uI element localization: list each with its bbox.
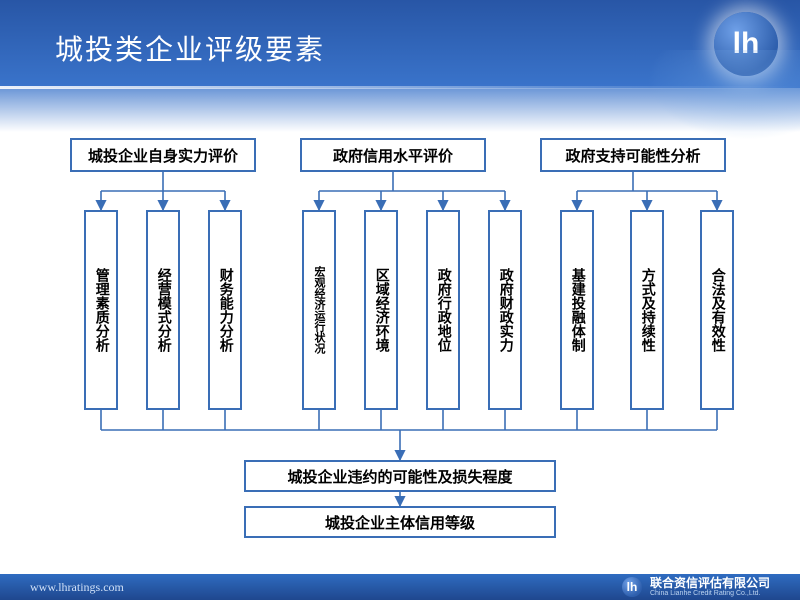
title-bar: 城投类企业评级要素 lh	[0, 0, 800, 88]
header-h3: 政府支持可能性分析	[540, 138, 726, 172]
result-2: 城投企业主体信用等级	[244, 506, 556, 538]
leaf-l7: 政府财政实力	[488, 210, 522, 410]
leaf-l2: 经营模式分析	[146, 210, 180, 410]
footer: www.lhratings.com lh 联合资信评估有限公司 China Li…	[0, 574, 800, 600]
leaf-l6: 政府行政地位	[426, 210, 460, 410]
header-h2: 政府信用水平评价	[300, 138, 486, 172]
footer-org-cn: 联合资信评估有限公司	[650, 577, 770, 590]
result-1: 城投企业违约的可能性及损失程度	[244, 460, 556, 492]
leaf-l9: 方式及持续性	[630, 210, 664, 410]
footer-logo: lh 联合资信评估有限公司 China Lianhe Credit Rating…	[622, 577, 770, 597]
footer-logo-icon: lh	[622, 577, 642, 597]
header-h1: 城投企业自身实力评价	[70, 138, 256, 172]
leaf-l10: 合法及有效性	[700, 210, 734, 410]
footer-org: 联合资信评估有限公司 China Lianhe Credit Rating Co…	[650, 577, 770, 597]
leaf-l1: 管理素质分析	[84, 210, 118, 410]
leaf-l8: 基建投融体制	[560, 210, 594, 410]
footer-org-en: China Lianhe Credit Rating Co.,Ltd.	[650, 590, 770, 597]
footer-url: www.lhratings.com	[30, 580, 124, 595]
title-underline	[0, 86, 800, 89]
leaf-l4: 宏观经济运行状况	[302, 210, 336, 410]
flowchart-canvas: 城投企业自身实力评价 政府信用水平评价 政府支持可能性分析管理素质分析经营模式分析财…	[0, 100, 800, 560]
slide-title: 城投类企业评级要素	[55, 28, 325, 68]
leaf-l3: 财务能力分析	[208, 210, 242, 410]
slide: 城投类企业评级要素 lh 城投企业自身实力评价 政府信用水平评价 政府支持可能性分析…	[0, 0, 800, 600]
logo-glyph: lh	[733, 27, 760, 61]
logo-top: lh	[714, 12, 778, 76]
leaf-l5: 区域经济环境	[364, 210, 398, 410]
